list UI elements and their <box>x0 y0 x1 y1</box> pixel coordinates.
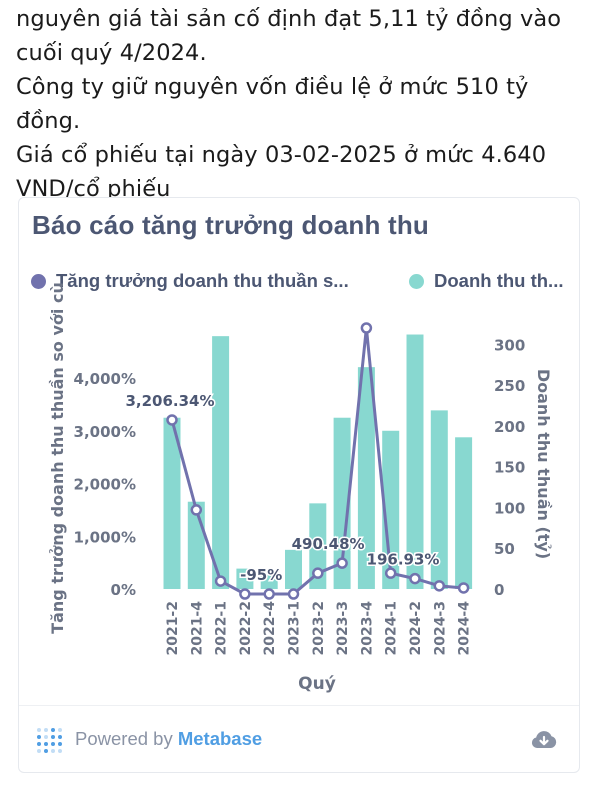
powered-by-text[interactable]: Powered by Metabase <box>75 728 262 750</box>
chart-legend: Tăng trưởng doanh thu thuần s... Doanh t… <box>31 270 571 294</box>
legend-item-revenue[interactable]: Doanh thu th... <box>409 270 563 292</box>
left-axis-title: Tăng trưởng doanh thu thuần so với cù <box>48 282 67 634</box>
right-tick-label: 100 <box>494 499 525 517</box>
data-label: 196.93% <box>367 551 440 569</box>
x-tick-label: 2022-2 <box>238 601 254 656</box>
chart-plot: 0% 1,000% 2,000% 3,000% 4,000% 0 50 100 150 200 25… <box>48 282 553 694</box>
legend-swatch <box>31 273 46 289</box>
powered-prefix: Powered by <box>75 728 178 749</box>
x-tick-label: 2021-2 <box>165 601 181 656</box>
line-point <box>360 322 373 334</box>
line-point <box>457 582 470 594</box>
chart-card: Báo cáo tăng trưởng doanh thu Tăng trưởn… <box>18 197 580 773</box>
bar <box>406 334 424 589</box>
line-point <box>166 414 178 426</box>
x-tick-label: 2022-1 <box>214 601 230 656</box>
bar <box>309 503 327 589</box>
x-tick-label: 2023-4 <box>359 601 375 656</box>
left-tick-label: 1,000% <box>74 528 136 546</box>
x-tick-label: 2023-2 <box>311 601 327 656</box>
article-text: nguyên giá tài sản cố định đạt 5,11 tỷ đ… <box>16 2 596 206</box>
x-tick-label: 2024-4 <box>457 601 473 656</box>
bar <box>285 549 302 589</box>
data-label: 3,206.34% <box>125 392 214 410</box>
line-point <box>287 588 300 600</box>
right-tick-label: 50 <box>494 540 515 558</box>
line-point <box>214 575 227 587</box>
powered-brand: Metabase <box>177 728 263 749</box>
left-tick-label: 3,000% <box>74 423 136 441</box>
x-tick-label: 2024-1 <box>384 601 400 656</box>
bar <box>382 430 400 589</box>
x-tick-label: 2024-2 <box>408 601 424 656</box>
x-axis-title: Quý <box>298 674 336 694</box>
legend-label: Tăng trưởng doanh thu thuần s... <box>56 270 349 291</box>
article-line: Giá cổ phiếu tại ngày 03-02-2025 ở mức 4… <box>16 142 547 168</box>
x-tick-label: 2022-4 <box>262 601 278 656</box>
article-line: Công ty giữ nguyên vốn điều lệ ở mức 510… <box>16 74 529 134</box>
x-tick-label: 2023-3 <box>335 601 351 656</box>
right-axis-title: Doanh thu thuần (tỷ) <box>534 369 553 559</box>
right-tick-label: 150 <box>494 459 525 477</box>
metabase-logo-icon <box>37 728 62 753</box>
legend-item-growth[interactable]: Tăng trưởng doanh thu thuần s... <box>31 270 349 292</box>
line-point <box>384 567 397 579</box>
article-line: cuối quý 4/2024. <box>16 40 207 66</box>
data-label: 490.48% <box>292 535 365 553</box>
left-tick-label: 0% <box>111 581 136 599</box>
line-point <box>409 572 421 585</box>
line-point <box>263 588 275 600</box>
left-tick-label: 2,000% <box>74 476 136 494</box>
bar <box>212 336 230 589</box>
chart-title: Báo cáo tăng trưởng doanh thu <box>32 210 429 240</box>
line-point <box>312 567 324 579</box>
right-tick-label: 300 <box>494 336 525 354</box>
download-icon[interactable] <box>529 728 559 752</box>
line-point <box>239 588 251 600</box>
bar <box>163 417 181 589</box>
x-tick-label: 2021-4 <box>189 601 205 656</box>
bar <box>357 367 375 589</box>
bar <box>236 568 254 589</box>
line-point <box>433 580 446 592</box>
x-tick-label: 2023-1 <box>287 601 303 656</box>
bar <box>260 571 278 589</box>
left-tick-label: 4,000% <box>74 370 136 388</box>
bar <box>455 437 473 589</box>
line-point <box>336 557 348 569</box>
bar <box>430 410 448 589</box>
legend-swatch <box>409 273 424 289</box>
article-line: nguyên giá tài sản cố định đạt 5,11 tỷ đ… <box>16 6 562 32</box>
bar <box>333 417 351 589</box>
legend-label: Doanh thu th... <box>434 270 564 291</box>
right-tick-label: 200 <box>494 418 525 436</box>
x-tick-label: 2024-3 <box>432 601 448 656</box>
right-tick-label: 250 <box>494 377 525 395</box>
line-point <box>190 504 203 516</box>
right-tick-label: 0 <box>494 581 504 599</box>
card-footer: Powered by Metabase <box>19 705 579 774</box>
data-label: -95% <box>240 566 282 584</box>
